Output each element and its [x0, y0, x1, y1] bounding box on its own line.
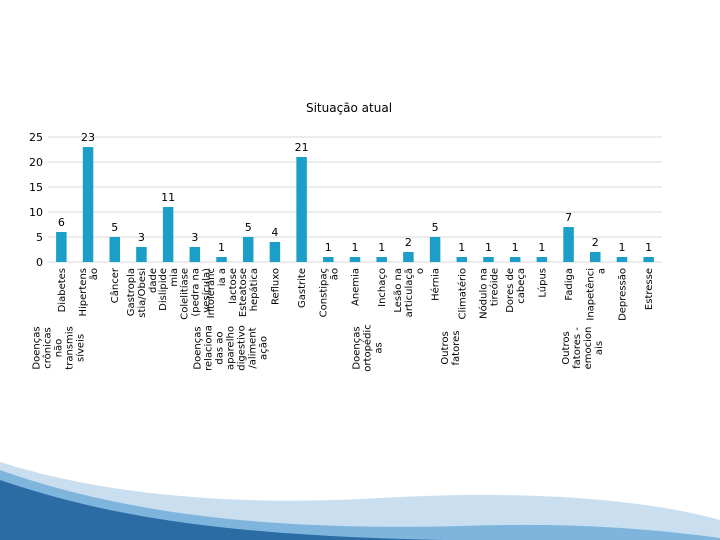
x-tick-label: Intolerância alactose: [205, 268, 239, 318]
bar: [216, 257, 227, 262]
x-group-label: Outrosfatores: [440, 331, 462, 366]
bar: [323, 257, 334, 262]
x-tick-label: Gastrite: [297, 268, 308, 308]
data-label: 6: [58, 216, 65, 229]
bar: [376, 257, 387, 262]
bar: [189, 247, 201, 262]
bar: [563, 227, 574, 262]
data-label: 4: [271, 226, 278, 239]
data-label: 3: [138, 231, 145, 244]
bar: [242, 237, 254, 262]
x-tick-label: Lesão naarticulação: [393, 268, 426, 317]
x-tick-label: Câncer: [109, 267, 121, 303]
bar: [403, 252, 414, 262]
data-label: 1: [325, 241, 332, 254]
data-label: 1: [378, 241, 385, 254]
x-tick-label: Dislipidemia: [158, 268, 180, 311]
bar: [456, 257, 468, 262]
x-tick-label: Inchaço: [377, 268, 388, 307]
data-label: 2: [405, 236, 412, 249]
x-group-label: Doençasortopédicas: [352, 324, 385, 371]
y-tick-label: 10: [29, 206, 43, 219]
bars: [56, 147, 654, 262]
x-group-label: Doençasrelacionadas aoaparelhodigestivo/…: [193, 325, 270, 371]
data-label: 11: [161, 191, 175, 204]
x-tick-label: Fadiga: [564, 268, 575, 301]
x-tick-label: Inapetência: [584, 268, 607, 321]
bar: [296, 157, 307, 262]
x-axis-group-labels: Doençascrônicasnãotransmissíveis Doençasr…: [32, 324, 606, 371]
x-tick-label: Anemia: [351, 268, 362, 306]
data-label: 2: [592, 236, 599, 249]
x-tick-label: Esteatosehepática: [238, 268, 260, 317]
bar: [616, 257, 628, 262]
x-tick-label: Diabetes: [57, 268, 68, 312]
bar: [643, 257, 654, 262]
x-tick-label: Climatério: [456, 268, 468, 320]
x-tick-label: Hipertensão: [78, 268, 100, 317]
x-group-label: Doençascrônicasnãotransmissíveis: [32, 326, 87, 369]
bar: [483, 257, 494, 262]
bar: [56, 232, 67, 262]
y-tick-label: 25: [29, 131, 43, 144]
x-tick-label: Refluxo: [270, 268, 281, 305]
y-tick-label: 0: [36, 256, 43, 269]
data-label: 1: [538, 241, 545, 254]
data-label: 5: [111, 221, 118, 234]
x-tick-label: Gastroplastia/Obesidade: [126, 268, 159, 318]
data-label: 1: [485, 241, 492, 254]
x-tick-label: Colelitíase(pedra navesícula): [178, 268, 212, 320]
x-tick-label: Constipação: [318, 268, 340, 317]
chart-title: Situação atual: [306, 101, 392, 115]
x-tick-label: Hérnia: [430, 268, 442, 301]
bar: [536, 257, 548, 262]
y-tick-label: 15: [29, 181, 43, 194]
data-label: 5: [245, 221, 252, 234]
y-tick-label: 20: [29, 156, 43, 169]
bar: [162, 207, 174, 262]
x-tick-label: Depressão: [617, 268, 628, 321]
bar: [269, 242, 281, 262]
bar: [109, 237, 120, 262]
footer-wave: [0, 480, 720, 540]
bar: [136, 247, 147, 262]
data-label: 1: [218, 241, 225, 254]
data-label: 1: [458, 241, 465, 254]
y-tick-label: 5: [36, 231, 43, 244]
data-label: 7: [565, 211, 572, 224]
x-group-label: Outrosfatores -emocionais: [561, 327, 605, 370]
data-label: 21: [295, 141, 309, 154]
data-label: 23: [81, 131, 95, 144]
x-tick-label: Nódulo natireóide: [477, 268, 500, 319]
x-axis-labels: Diabetes Hipertensão Câncer Gastroplastia/O…: [57, 267, 655, 321]
bar: [349, 257, 361, 262]
bar: [82, 147, 94, 262]
data-label: 1: [512, 241, 519, 254]
bar: [429, 237, 441, 262]
data-label: 5: [432, 221, 439, 234]
y-axis: 0 5 10 15 20 25: [29, 131, 43, 269]
data-label: 3: [191, 231, 198, 244]
slide-decoration: [0, 462, 720, 540]
bar: [509, 257, 521, 262]
data-label: 1: [352, 241, 359, 254]
x-tick-label: Lúpus: [536, 268, 548, 298]
bar: [590, 252, 601, 262]
data-label: 1: [645, 241, 652, 254]
x-tick-label: Dores decabeça: [505, 268, 527, 313]
x-tick-label: Estresse: [644, 268, 655, 310]
data-label: 1: [618, 241, 625, 254]
